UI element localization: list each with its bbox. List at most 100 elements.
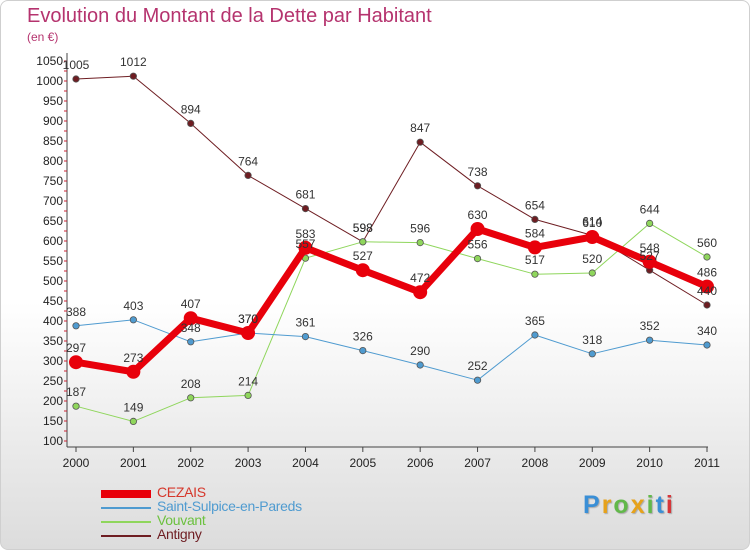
data-point — [527, 240, 542, 255]
data-point — [413, 285, 428, 300]
data-point — [416, 239, 424, 247]
y-tick-label: 800 — [43, 154, 63, 168]
data-label: 407 — [181, 297, 201, 311]
y-tick-label: 600 — [43, 234, 63, 248]
y-tick-label: 500 — [43, 274, 63, 288]
y-tick-label: 250 — [43, 374, 63, 388]
data-label: 472 — [410, 271, 430, 285]
data-label: 1005 — [63, 58, 90, 72]
data-label: 388 — [66, 305, 86, 319]
data-label: 352 — [640, 319, 660, 333]
data-label: 527 — [353, 249, 373, 263]
data-point — [301, 332, 310, 341]
data-point — [187, 338, 195, 346]
data-point — [359, 238, 367, 246]
data-label: 361 — [295, 316, 315, 330]
data-label: 149 — [123, 400, 143, 414]
x-tick-label: 2004 — [292, 456, 319, 470]
y-tick-label: 1050 — [36, 54, 63, 68]
data-label: 290 — [410, 344, 430, 358]
legend-item: Antigny — [101, 526, 401, 543]
x-tick-label: 2011 — [694, 456, 720, 470]
legend-item: CEZAIS — [101, 484, 401, 501]
legend-label: Vouvant — [157, 512, 206, 528]
data-point — [473, 255, 482, 263]
legend-item: Vouvant — [101, 512, 401, 529]
series-line-saint-sulpice — [75, 319, 708, 381]
data-label: 208 — [181, 377, 201, 391]
data-label: 644 — [640, 202, 660, 216]
data-label: 187 — [66, 385, 86, 399]
data-point — [69, 355, 83, 370]
data-point — [703, 341, 711, 349]
y-tick-label: 900 — [43, 114, 63, 128]
data-point — [129, 417, 137, 425]
data-label: 556 — [468, 238, 488, 252]
legend-swatch — [101, 521, 151, 523]
data-label: 252 — [468, 359, 488, 373]
legend-label: Antigny — [157, 526, 202, 542]
y-tick-label: 150 — [43, 414, 63, 428]
data-label: 440 — [697, 284, 717, 298]
data-label: 370 — [238, 312, 258, 326]
data-point — [588, 269, 596, 277]
y-tick-label: 1000 — [36, 74, 63, 88]
legend-item: Saint-Sulpice-en-Pareds — [101, 498, 401, 515]
data-point — [241, 326, 256, 340]
data-point — [301, 205, 310, 213]
y-tick-label: 550 — [43, 254, 63, 268]
data-point — [416, 138, 424, 146]
chart-title: Evolution du Montant de la Dette par Hab… — [27, 5, 432, 27]
data-label: 557 — [295, 237, 315, 251]
x-tick-label: 2001 — [120, 456, 147, 470]
x-tick-label: 2008 — [522, 456, 549, 470]
data-point — [416, 361, 424, 369]
legend-swatch — [101, 535, 151, 537]
data-point — [244, 171, 252, 179]
data-label: 583 — [295, 227, 315, 241]
data-label: 681 — [295, 188, 315, 202]
data-point — [187, 119, 195, 128]
data-point — [642, 254, 657, 269]
x-tick-label: 2005 — [349, 456, 376, 470]
data-label: 318 — [582, 333, 602, 347]
series-line-vouvant — [75, 222, 708, 422]
legend-label: CEZAIS — [157, 484, 206, 500]
data-label: 527 — [640, 249, 660, 263]
legend-swatch — [101, 507, 151, 509]
data-point — [531, 215, 539, 223]
data-label: 348 — [181, 321, 201, 335]
data-point — [355, 263, 370, 278]
data-point — [646, 336, 654, 344]
data-label: 517 — [525, 253, 545, 267]
series-line-antigny — [75, 75, 708, 306]
data-point — [703, 301, 711, 309]
data-label: 297 — [66, 341, 86, 355]
data-label: 598 — [353, 221, 373, 235]
x-tick-label: 2000 — [63, 456, 90, 470]
data-label: 548 — [640, 241, 660, 255]
y-tick-label: 400 — [43, 314, 63, 328]
data-label: 596 — [410, 222, 430, 236]
legend-swatch — [101, 490, 151, 498]
data-point — [588, 350, 596, 358]
x-tick-label: 2006 — [407, 456, 434, 470]
legend-label: Saint-Sulpice-en-Pareds — [157, 498, 302, 514]
data-point — [473, 376, 482, 384]
data-point — [244, 391, 252, 399]
data-label: 560 — [697, 236, 717, 250]
data-point — [359, 346, 367, 355]
y-tick-label: 700 — [43, 194, 63, 208]
y-tick-label: 750 — [43, 174, 63, 188]
data-point — [531, 331, 539, 339]
y-tick-label: 650 — [43, 214, 63, 228]
y-tick-label: 450 — [43, 294, 63, 308]
series-line-cezais — [72, 225, 711, 376]
data-label: 326 — [353, 330, 373, 344]
data-point — [129, 316, 137, 324]
data-label: 610 — [582, 216, 602, 230]
data-label: 273 — [123, 351, 143, 365]
data-point — [470, 222, 485, 236]
data-point — [126, 364, 141, 379]
data-point — [183, 311, 198, 326]
